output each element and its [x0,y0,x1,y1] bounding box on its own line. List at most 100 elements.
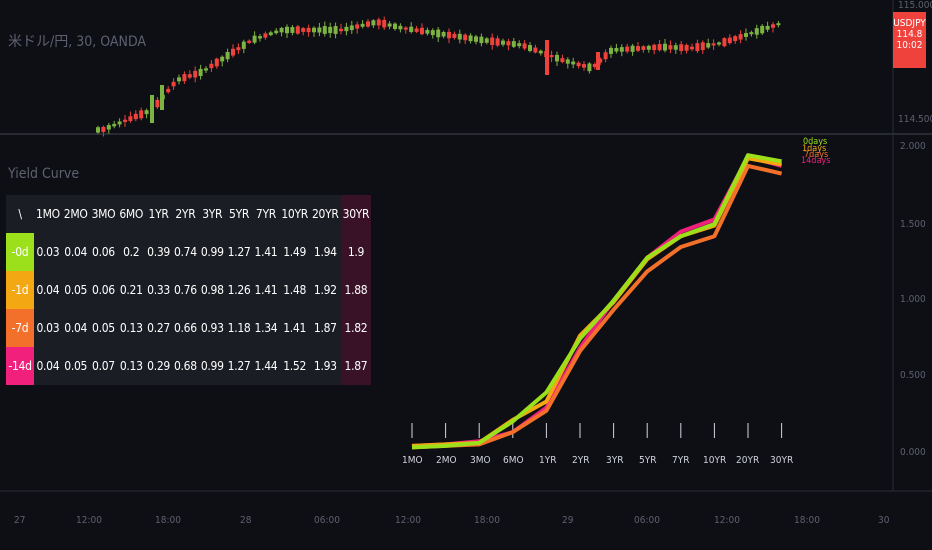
candle-body [371,20,376,26]
x-label-20yr: 20YR [736,455,760,466]
candle-body [571,61,576,65]
symbol-title[interactable]: 米ドル/円, 30, OANDA [8,34,147,50]
candle-body [279,27,284,33]
table-cell: 0.05 [61,271,90,309]
candle-body [744,33,748,37]
candle-body [457,33,462,40]
table-cell: 0.03 [34,233,62,271]
candle-body [366,21,370,27]
y-label-2: 2.000 [900,141,926,152]
legend-1days: 1days [802,144,827,154]
col-6mo: 6MO [117,195,146,233]
candle-body [479,36,484,44]
candle-body [717,42,721,45]
col-2yr: 2YR [171,195,199,233]
table-cell: 1.87 [309,309,341,347]
price-label-114-5: 114.500 [898,114,932,125]
time-label: 27 [14,515,26,526]
candle-body [522,43,527,49]
yield-lines [411,153,783,450]
col-20yr: 20YR [309,195,341,233]
candle-body [673,45,678,50]
row-label-1d: -1d [6,271,34,309]
candle-body [765,25,770,30]
candle-body [468,35,473,42]
candle-body [177,77,181,82]
candle-body [549,55,554,58]
table-cell: 1.48 [279,271,310,309]
table-cell: 0.04 [34,271,62,309]
table-cell: 1.88 [340,271,372,309]
table-cell: 0.99 [198,347,226,385]
yield-table: \ 1MO 2MO 3MO 6MO 1YR 2YR 3YR 5YR 7YR 10… [6,195,372,385]
candle-body [285,26,289,34]
candle-body [596,52,600,70]
candle-body [166,88,171,93]
candle-body [603,52,608,60]
candle-body [511,41,516,47]
candle-body [295,26,300,34]
table-cell: 1.41 [252,271,280,309]
price-tag-symbol: USDJPY [893,18,926,29]
table-cell: 1.94 [309,233,341,271]
candle-body [609,47,613,54]
candle-body [387,23,392,27]
x-label-3mo: 3MO [470,455,491,466]
time-label: 18:00 [794,515,820,526]
candle-body [101,126,106,132]
table-cell: 0.39 [145,233,172,271]
time-label: 12:00 [714,515,740,526]
candle-body [495,38,500,46]
candle-body [668,45,673,50]
y-label-0-5: 0.500 [900,370,926,381]
table-cell: 0.33 [145,271,172,309]
table-cell: 1.26 [225,271,253,309]
candle-body [646,45,651,50]
table-cell: 1.44 [252,347,280,385]
table-row: -1d 0.04 0.05 0.06 0.21 0.33 0.76 0.98 1… [6,271,372,309]
candle-body [733,36,738,42]
candle-body [382,20,387,28]
candle-body [484,38,489,43]
x-label-2yr: 2YR [572,455,590,466]
row-label-7d: -7d [6,309,34,347]
candle-body [760,25,765,34]
candle-body [517,43,522,47]
table-cell: 1.18 [225,309,253,347]
table-cell: 0.04 [34,347,62,385]
candle-body [139,110,144,119]
candle-body [501,40,505,45]
candle-body [214,58,219,67]
candle-body [155,99,160,108]
candle-body [533,47,538,53]
table-cell: 1.9 [340,233,372,271]
table-header-row: \ 1MO 2MO 3MO 6MO 1YR 2YR 3YR 5YR 7YR 10… [6,195,372,233]
x-label-3yr: 3YR [606,455,624,466]
price-tag-time: 10:02 [896,40,923,51]
candle-body [700,42,705,51]
candle-body [204,68,208,71]
table-cell: 0.76 [171,271,199,309]
candle-body [582,64,586,68]
candle-body [641,46,646,50]
table-cell: 0.05 [61,347,90,385]
table-row: -0d 0.03 0.04 0.06 0.2 0.39 0.74 0.99 1.… [6,233,372,271]
candle-body [268,32,273,36]
table-cell: 1.87 [340,347,372,385]
candle-body [576,62,581,67]
candle-body [652,44,657,51]
col-3yr: 3YR [198,195,226,233]
candle-body [684,44,689,51]
candle-body [198,68,203,77]
candle-body [776,23,781,26]
series-line-7days [411,163,783,450]
x-label-2mo: 2MO [436,455,457,466]
candle-body [441,32,446,37]
candle-body [625,46,630,52]
table-cell: 1.49 [279,233,310,271]
col-1yr: 1YR [145,195,172,233]
candle-body [614,47,619,52]
pane-title[interactable]: Yield Curve [8,166,80,182]
candle-body [474,36,478,42]
